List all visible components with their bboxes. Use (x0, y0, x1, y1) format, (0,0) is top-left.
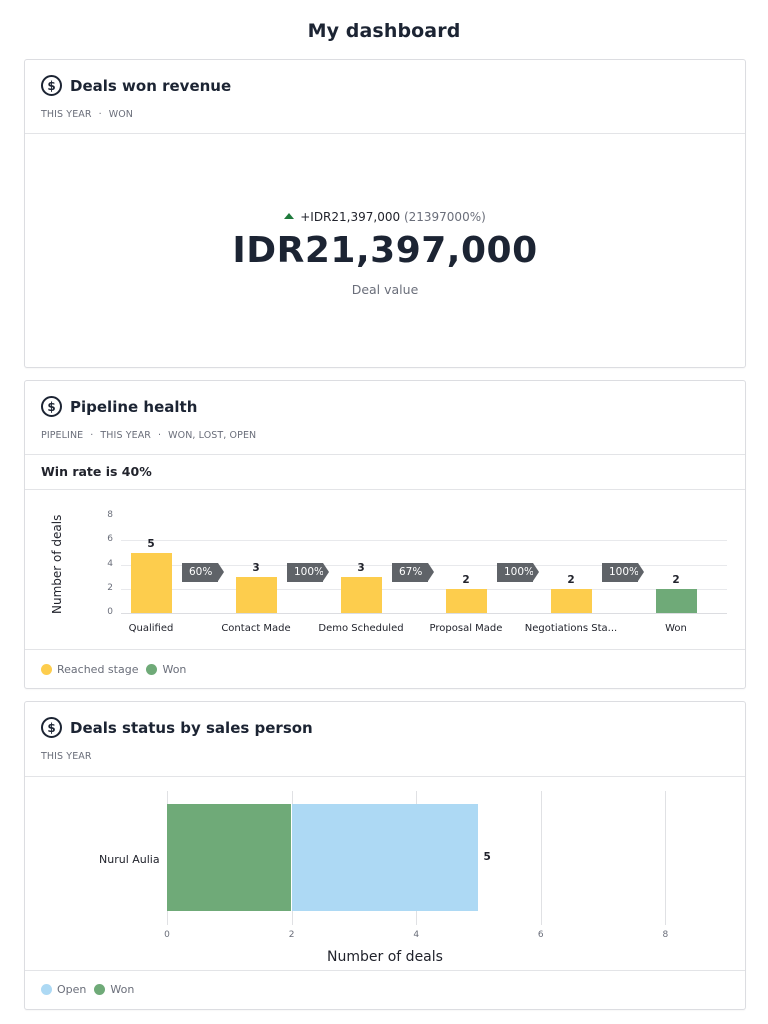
bar-open[interactable] (291, 804, 479, 911)
kpi-delta: +IDR21,397,000 (21397000%) (25, 210, 745, 224)
legend-label: Won (162, 662, 187, 676)
chart-legend: Reached stage Won (25, 650, 745, 688)
separator-dot: · (98, 109, 102, 120)
y-tick-label: 6 (107, 534, 113, 545)
gridline (121, 588, 727, 590)
sales-person-bar-chart: Nurul Aulia Number of deals 0 2 4 6 8 5 (25, 777, 745, 971)
legend-dot-icon (94, 984, 106, 995)
conversion-rate-tag: 100% (287, 563, 329, 582)
win-rate-text: Win rate is 40% (25, 455, 745, 490)
x-tick-label: 2 (288, 930, 295, 940)
y-axis-label: Number of deals (50, 514, 64, 614)
y-tick-label: 2 (107, 582, 113, 593)
bar-value-label: 2 (462, 573, 470, 586)
bar-value-label: 2 (672, 573, 680, 586)
deals-won-revenue-card: $ Deals won revenue THIS YEAR · WON +IDR… (24, 59, 746, 368)
dollar-circle-icon: $ (41, 717, 62, 738)
category-label: Demo Scheduled (318, 623, 404, 634)
bar-value-label: 5 (147, 537, 155, 550)
category-label: Negotiations Sta... (524, 623, 618, 634)
kpi-label: Deal value (351, 282, 419, 297)
card-title[interactable]: Pipeline health (70, 397, 198, 416)
conversion-rate-tag: 100% (497, 563, 539, 582)
x-axis-label: Number of deals (327, 949, 443, 965)
pipeline-health-card: $ Pipeline health PIPELINE · THIS YEAR ·… (24, 380, 746, 689)
pipeline-funnel-chart: Number of deals 0 2 4 6 8 5 Qualified 3 Contact … (25, 490, 745, 650)
bar-won[interactable] (655, 588, 697, 613)
kpi-body: +IDR21,397,000 (21397000%) IDR21,397,000… (25, 134, 745, 368)
gridline (540, 791, 542, 925)
category-label: Qualified (128, 623, 174, 634)
category-label: Won (665, 623, 687, 634)
legend-item[interactable]: Won (94, 983, 134, 996)
dollar-circle-icon: $ (41, 396, 62, 417)
bar-negotiations-sta[interactable] (550, 588, 592, 613)
bar-value-label: 2 (567, 573, 575, 586)
y-tick-label: 8 (107, 510, 113, 521)
card-header: $ Pipeline health PIPELINE · THIS YEAR ·… (25, 381, 745, 455)
bar-value-label: 3 (252, 561, 260, 574)
legend-label: Open (57, 983, 87, 996)
y-tick-label: 4 (107, 558, 113, 569)
conversion-rate-tag: 100% (602, 563, 644, 582)
dollar-circle-icon: $ (41, 75, 62, 96)
legend-item[interactable]: Won (146, 663, 186, 676)
bar-qualified[interactable] (130, 552, 172, 613)
card-filters: THIS YEAR (41, 751, 92, 762)
card-header: $ Deals won revenue THIS YEAR · WON (25, 60, 745, 134)
x-tick-label: 0 (164, 930, 170, 940)
bar-contact-made[interactable] (235, 576, 277, 613)
separator-dot: · (158, 430, 162, 441)
legend-label: Won (110, 983, 135, 996)
card-filters: PIPELINE · THIS YEAR · WON, LOST, OPEN (41, 430, 256, 441)
legend-item[interactable]: Reached stage (41, 663, 138, 676)
separator-dot: · (90, 430, 94, 441)
filter-period: THIS YEAR (100, 430, 151, 441)
bar-won[interactable] (167, 804, 291, 911)
legend-dot-icon (41, 984, 52, 995)
card-filters: THIS YEAR · WON (41, 109, 133, 120)
delta-percent: (21397000%) (403, 210, 486, 224)
card-header: $ Deals status by sales person THIS YEAR (25, 702, 745, 777)
gridline (665, 791, 667, 925)
deals-status-by-sales-person-card: $ Deals status by sales person THIS YEAR… (24, 701, 746, 1010)
legend-dot-icon (41, 663, 52, 675)
card-title[interactable]: Deals won revenue (70, 76, 232, 95)
bar-value-label: 3 (357, 561, 365, 574)
filter-status: WON, LOST, OPEN (168, 430, 257, 441)
filter-status: WON (108, 109, 134, 120)
legend-item[interactable]: Open (41, 983, 86, 996)
bar-demo-scheduled[interactable] (340, 576, 382, 613)
conversion-rate-tag: 67% (392, 563, 434, 582)
legend-dot-icon (146, 663, 158, 675)
arrow-up-icon (284, 213, 295, 219)
sales-person-label: Nurul Aulia (99, 853, 160, 866)
x-tick-label: 4 (413, 930, 420, 940)
category-label: Proposal Made (429, 623, 503, 634)
y-tick-label: 0 (107, 607, 113, 617)
category-label: Contact Made (221, 623, 291, 634)
page-title: My dashboard (307, 20, 461, 42)
baseline (121, 613, 727, 614)
conversion-rate-tag: 60% (182, 563, 224, 582)
kpi-value: IDR21,397,000 (232, 230, 538, 271)
bar-proposal-made[interactable] (445, 588, 487, 613)
filter-period: THIS YEAR (41, 109, 92, 120)
bar-total-label: 5 (483, 851, 491, 863)
x-tick-label: 6 (537, 930, 544, 940)
legend-label: Reached stage (57, 662, 139, 676)
chart-legend: Open Won (25, 971, 745, 1008)
delta-value: +IDR21,397,000 (300, 210, 401, 224)
filter-period: THIS YEAR (41, 751, 92, 762)
filter-pipeline: PIPELINE (41, 430, 84, 441)
gridline (121, 540, 727, 542)
card-title[interactable]: Deals status by sales person (70, 718, 313, 737)
x-tick-label: 8 (662, 930, 669, 940)
